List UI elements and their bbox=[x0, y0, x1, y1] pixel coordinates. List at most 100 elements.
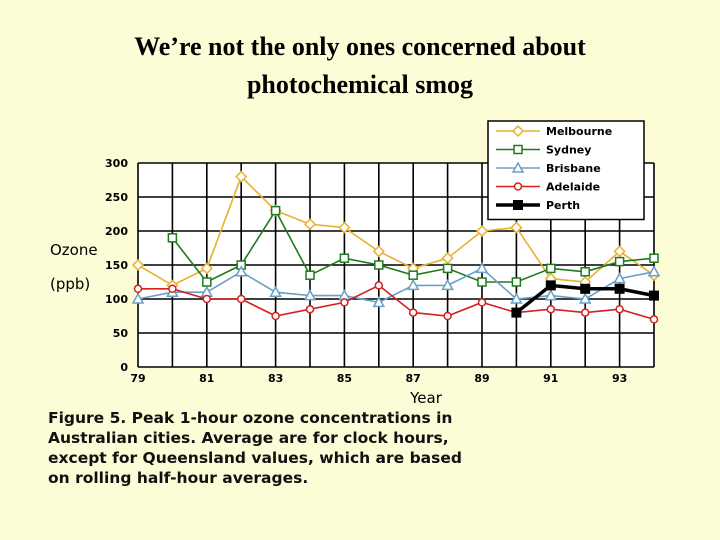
series-perth bbox=[511, 280, 659, 318]
x-tick-label: 87 bbox=[406, 372, 421, 385]
data-point-adelaide bbox=[615, 304, 624, 314]
series-line-adelaide bbox=[138, 284, 655, 321]
y-tick-label: 250 bbox=[105, 191, 128, 204]
y-axis-label: (ppb) bbox=[50, 275, 90, 293]
series-line-melbourne bbox=[137, 175, 655, 287]
data-point-sydney bbox=[580, 267, 590, 277]
data-point-brisbane bbox=[647, 265, 661, 277]
x-tick-label: 79 bbox=[130, 372, 145, 385]
y-tick-label: 100 bbox=[105, 293, 128, 306]
data-point-adelaide bbox=[340, 298, 349, 307]
data-point-brisbane bbox=[406, 278, 420, 291]
data-point-sydney bbox=[546, 263, 556, 274]
data-point-melbourne bbox=[441, 252, 454, 265]
data-point-sydney bbox=[511, 277, 522, 287]
caption-line: Figure 5. Peak 1-hour ozone concentratio… bbox=[48, 409, 453, 427]
caption-line: on rolling half-hour averages. bbox=[48, 469, 309, 487]
legend-marker-melbourne bbox=[511, 124, 525, 138]
data-point-adelaide bbox=[649, 315, 659, 324]
data-point-sydney bbox=[408, 270, 418, 280]
data-point-adelaide bbox=[374, 281, 384, 290]
data-point-sydney bbox=[477, 277, 487, 287]
data-point-melbourne bbox=[303, 218, 317, 231]
series-sydney bbox=[167, 205, 659, 287]
data-point-sydney bbox=[339, 253, 350, 263]
data-point-sydney bbox=[270, 205, 281, 216]
data-point-brisbane bbox=[131, 292, 145, 304]
x-axis-label: Year bbox=[409, 389, 443, 407]
legend-marker-brisbane bbox=[511, 161, 525, 173]
data-point-adelaide bbox=[305, 304, 315, 314]
x-tick-label: 81 bbox=[199, 372, 214, 385]
legend-marker-perth bbox=[513, 200, 523, 210]
data-point-brisbane bbox=[234, 265, 248, 277]
x-tick-label: 93 bbox=[612, 372, 627, 385]
figure-caption: Figure 5. Peak 1-hour ozone concentratio… bbox=[48, 408, 688, 488]
data-point-brisbane bbox=[544, 289, 558, 301]
data-point-melbourne bbox=[613, 245, 626, 258]
data-point-adelaide bbox=[133, 284, 143, 294]
slide-title: We’re not the only ones concerned about … bbox=[0, 28, 720, 104]
data-point-sydney bbox=[442, 263, 453, 274]
data-point-melbourne bbox=[200, 262, 213, 275]
data-point-adelaide bbox=[443, 311, 452, 321]
y-tick-label: 50 bbox=[113, 327, 129, 340]
data-point-melbourne bbox=[338, 221, 351, 234]
data-point-melbourne bbox=[235, 170, 248, 183]
series-line-brisbane bbox=[137, 267, 655, 304]
x-tick-label: 83 bbox=[268, 372, 283, 385]
data-point-brisbane bbox=[578, 292, 592, 304]
x-tick-label: 91 bbox=[543, 372, 558, 385]
legend-label-perth: Perth bbox=[546, 199, 580, 212]
series-brisbane bbox=[131, 261, 661, 308]
data-point-sydney bbox=[305, 270, 315, 280]
data-point-brisbane bbox=[269, 285, 282, 297]
data-point-adelaide bbox=[477, 298, 487, 307]
data-point-brisbane bbox=[510, 292, 523, 304]
legend-label-sydney: Sydney bbox=[546, 144, 591, 157]
data-point-sydney bbox=[614, 256, 625, 267]
data-point-melbourne bbox=[475, 224, 489, 238]
legend-label-melbourne: Melbourne bbox=[546, 125, 612, 138]
y-tick-label: 150 bbox=[105, 259, 128, 272]
data-point-adelaide bbox=[546, 304, 556, 314]
data-point-sydney bbox=[167, 233, 178, 243]
data-point-perth bbox=[580, 283, 591, 294]
data-point-melbourne bbox=[372, 245, 385, 258]
data-point-melbourne bbox=[131, 258, 145, 272]
data-point-adelaide bbox=[168, 284, 177, 294]
legend-label-brisbane: Brisbane bbox=[546, 162, 601, 175]
data-point-sydney bbox=[374, 260, 384, 270]
data-point-adelaide bbox=[271, 311, 280, 321]
caption-line: Australian cities. Average are for clock… bbox=[48, 429, 449, 447]
legend-marker-sydney bbox=[513, 144, 523, 155]
data-point-brisbane bbox=[372, 295, 386, 308]
data-point-brisbane bbox=[475, 261, 489, 274]
caption-line: except for Queensland values, which are … bbox=[48, 449, 462, 467]
data-point-perth bbox=[614, 283, 625, 294]
data-point-sydney bbox=[649, 253, 659, 263]
data-point-perth bbox=[511, 307, 522, 318]
data-point-adelaide bbox=[580, 308, 590, 317]
slide-title-line: photochemical smog bbox=[246, 70, 474, 99]
y-tick-label: 200 bbox=[105, 225, 128, 238]
slide-title-line: We’re not the only ones concerned about bbox=[134, 32, 586, 61]
data-point-adelaide bbox=[236, 294, 246, 304]
data-point-brisbane bbox=[613, 272, 626, 284]
data-point-melbourne bbox=[510, 221, 523, 234]
x-tick-label: 89 bbox=[474, 372, 489, 385]
legend-marker-adelaide bbox=[513, 182, 523, 191]
data-point-brisbane bbox=[441, 278, 454, 291]
legend: Melbourne Sydney Brisbane Adelaide Perth bbox=[487, 120, 645, 221]
data-point-perth bbox=[545, 280, 556, 291]
x-tick-label: 85 bbox=[337, 372, 352, 385]
data-point-brisbane bbox=[303, 289, 317, 301]
data-point-adelaide bbox=[408, 308, 418, 317]
data-point-perth bbox=[649, 290, 659, 301]
data-point-adelaide bbox=[202, 294, 212, 304]
data-point-sydney bbox=[202, 277, 212, 287]
y-axis-label: Ozone bbox=[50, 241, 98, 259]
y-tick-label: 300 bbox=[105, 157, 128, 170]
y-tick-label: 0 bbox=[120, 361, 128, 374]
